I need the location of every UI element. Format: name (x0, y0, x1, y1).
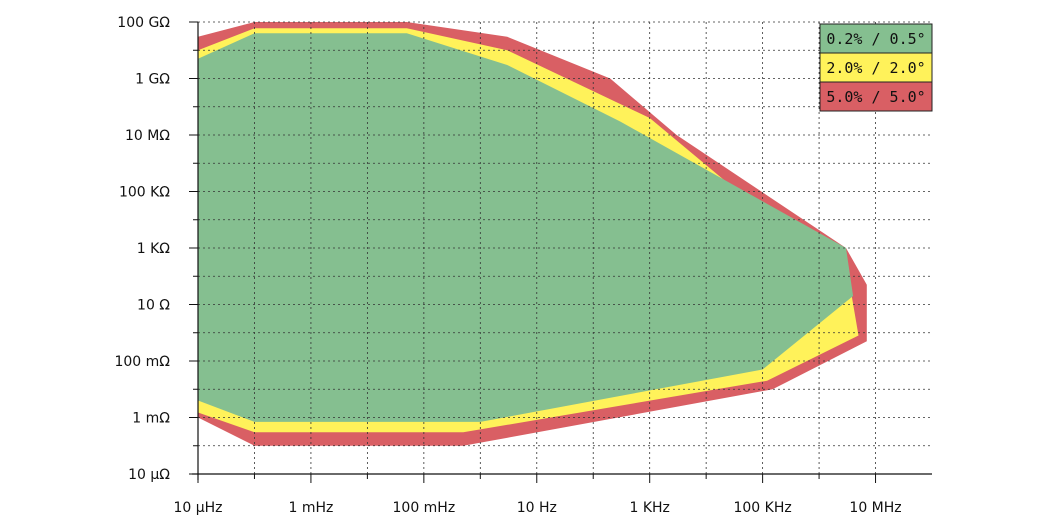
x-tick-label: 100 KHz (733, 500, 791, 516)
x-tick-label: 10 Hz (517, 500, 557, 516)
x-tick-label: 1 mHz (288, 500, 333, 516)
legend-label: 2.0% / 2.0° (826, 59, 925, 77)
y-tick-label: 10 Ω (137, 298, 170, 314)
axes: 10 µHz 1 mHz 100 mHz 10 Hz 1 KHz 100 KHz 10 MH… (114, 15, 932, 516)
grid-lines (198, 21, 932, 474)
y-tick-label: 10 µΩ (128, 467, 170, 483)
y-tick-label: 100 GΩ (117, 15, 170, 31)
x-tick-label: 1 KHz (629, 500, 669, 516)
x-tick-label: 100 mHz (393, 500, 456, 516)
legend-swatch (819, 52, 933, 83)
y-tick-label: 100 KΩ (119, 185, 170, 201)
plot-area (198, 22, 867, 446)
y-tick-label: 1 mΩ (132, 411, 170, 427)
x-tick-label: 10 MHz (849, 500, 901, 516)
region-2 (198, 33, 854, 422)
x-tick-label: 10 µHz (173, 500, 222, 516)
legend: 0.2% / 0.5° 2.0% / 2.0° 5.0% / 5.0° (819, 23, 933, 112)
y-tick-label: 100 mΩ (114, 354, 170, 370)
legend-swatch (819, 81, 933, 112)
legend-label: 5.0% / 5.0° (826, 88, 925, 106)
legend-label: 0.2% / 0.5° (826, 30, 925, 48)
y-tick-label: 1 KΩ (137, 241, 171, 257)
y-tick-label: 1 GΩ (135, 72, 170, 88)
y-tick-label: 10 MΩ (125, 128, 170, 144)
legend-swatch (819, 23, 933, 54)
